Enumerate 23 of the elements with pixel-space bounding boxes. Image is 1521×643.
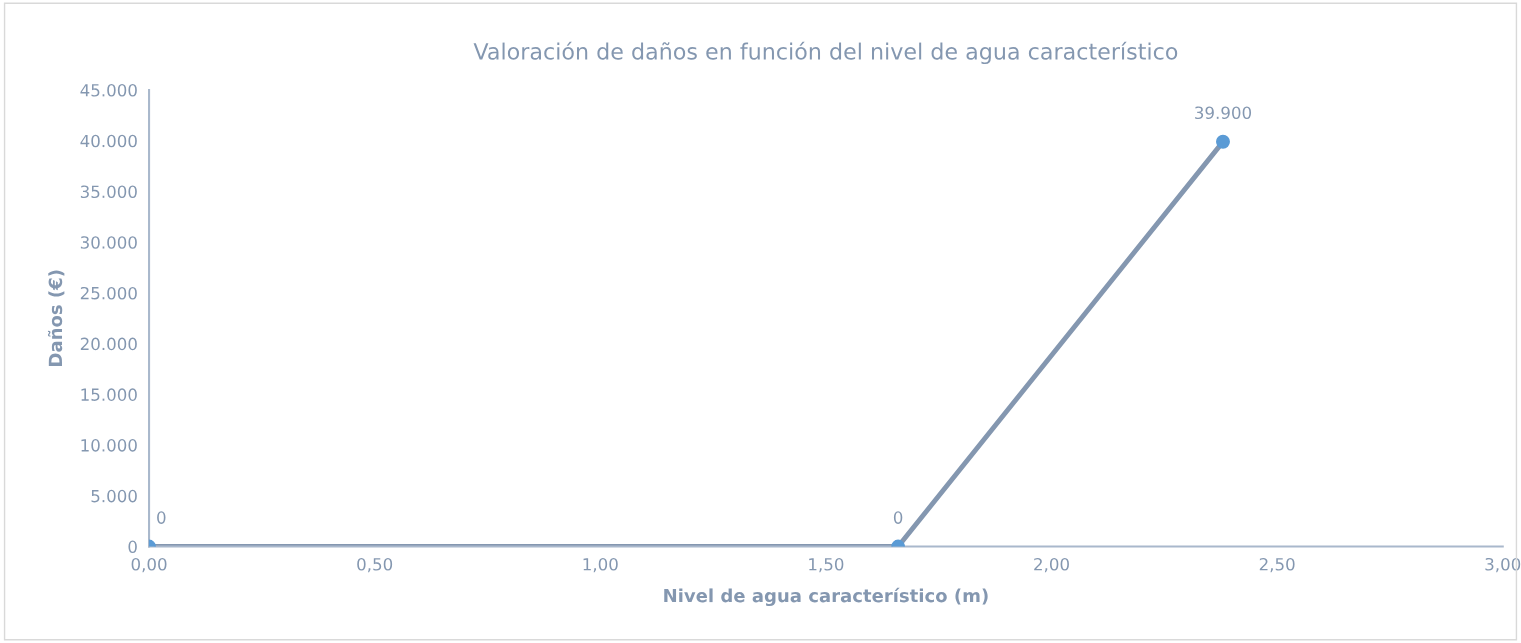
y-tick-label: 40.000	[80, 134, 137, 148]
chart-title: Valoración de daños en función del nivel de agua característico	[473, 41, 1178, 65]
x-tick-label: 2,00	[1034, 557, 1069, 573]
y-tick-label: 25.000	[80, 286, 137, 300]
x-tick-label: 2,50	[1259, 557, 1295, 573]
y-tick-label: 30.000	[80, 236, 137, 249]
data-label: 0	[893, 511, 903, 524]
x-tick-label: 0,00	[131, 557, 167, 573]
x-axis-title: Nivel de agua característico (m)	[664, 587, 988, 607]
y-tick-label: 45.000	[80, 83, 137, 97]
y-tick-label: 15.000	[81, 388, 137, 401]
y-tick-label: 0	[128, 540, 137, 554]
x-tick-label: 3,00	[1485, 557, 1521, 573]
data-label: 0	[157, 511, 166, 524]
y-tick-label: 20.000	[80, 337, 137, 351]
y-tick-label: 5.000	[91, 489, 137, 503]
x-tick-label: 1,00	[583, 557, 618, 573]
x-tick-label: 0,50	[357, 557, 393, 573]
data-label: 39.900	[1195, 106, 1252, 120]
x-tick-label: 1,50	[809, 557, 844, 573]
y-tick-label: 10.000	[81, 439, 137, 452]
y-axis-title: Daños (€)	[47, 270, 65, 366]
y-tick-label: 35.000	[80, 185, 137, 199]
